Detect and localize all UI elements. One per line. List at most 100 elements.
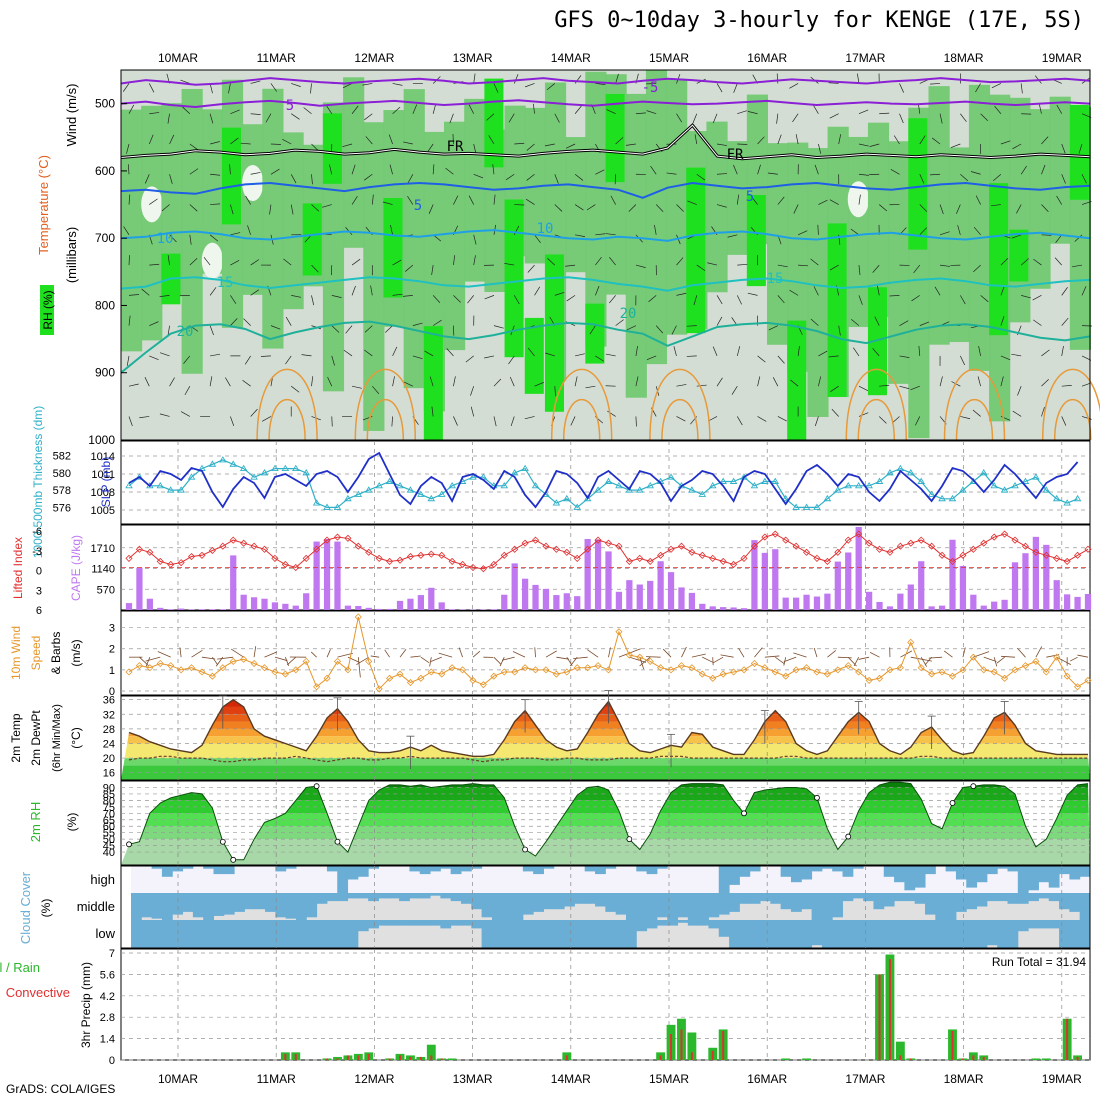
wind-speed-point: [406, 678, 415, 687]
upper-wind-barb: [1041, 234, 1052, 236]
wind-barb: [399, 649, 407, 658]
wind-barb: [410, 655, 421, 658]
precip-convective-bar: [1076, 1056, 1079, 1060]
upper-wind-barb: [692, 113, 698, 124]
upper-wind-barb: [247, 225, 251, 235]
upper-wind-barb: [605, 353, 616, 357]
cloud-cover-bar: [574, 920, 586, 948]
upper-wind-barb: [980, 113, 989, 121]
cloud-cover-bar: [357, 866, 369, 877]
wind-barb: [1070, 656, 1078, 662]
upper-wind-barb: [595, 83, 606, 85]
cape-bar: [125, 603, 133, 610]
upper-wind-barb: [167, 255, 170, 266]
upper-wind-barb: [776, 113, 779, 124]
cloud-cover-bar: [718, 920, 730, 937]
warm-contour: [268, 398, 306, 441]
upper-wind-barb: [957, 225, 961, 235]
upper-wind-barb: [230, 232, 241, 236]
precip-convective-bar: [951, 1030, 954, 1060]
upper-wind-barb: [798, 264, 809, 267]
wind-speed-point: [719, 670, 727, 678]
upper-wind-barb: [960, 295, 966, 305]
rh-tick: 60: [103, 821, 115, 833]
cloud-cover-bar: [399, 920, 410, 926]
upper-wind-barb: [1011, 353, 1022, 357]
li-point: [750, 542, 759, 550]
upper-wind-barb: [655, 204, 664, 212]
cloud-cover-bar: [295, 893, 307, 920]
cloud-cover-bar: [481, 920, 493, 948]
upper-wind-barb: [716, 204, 727, 208]
thickness-point: [719, 477, 727, 484]
cloud-cover-bar: [832, 893, 844, 918]
upper-wind-barb: [1056, 104, 1063, 114]
wind-barb: [264, 651, 278, 658]
upper-wind-barb: [737, 110, 747, 115]
upper-wind-barb: [473, 234, 477, 245]
precip-total-bar: [802, 1058, 811, 1060]
upper-wind-barb: [250, 289, 260, 296]
cloud-cover-bar: [172, 893, 184, 915]
upper-wind-barb: [939, 231, 950, 236]
upper-wind-barb: [493, 416, 497, 427]
upper-wind-barb: [716, 173, 728, 175]
thickness-point: [448, 481, 456, 489]
upper-wind-barb: [818, 143, 822, 154]
thickness-point: [375, 481, 383, 489]
cape-bar: [146, 598, 153, 610]
upper-wind-barb: [605, 233, 616, 236]
cape-tick: 570: [97, 584, 115, 596]
upper-wind-barb: [919, 174, 925, 184]
cloud-cover-bar: [605, 920, 617, 948]
precip-convective-bar: [659, 1055, 662, 1060]
wind-barb: [1017, 647, 1026, 658]
upper-wind-barb: [432, 295, 441, 303]
upper-wind-barb: [428, 204, 434, 214]
cloud-cover-bar: [316, 893, 328, 904]
upper-wind-barb: [184, 386, 191, 396]
cloud-cover-bar: [904, 893, 916, 902]
cloud-cover-bar: [254, 893, 266, 910]
upper-wind-barb: [975, 195, 981, 205]
rh-tick: 85: [103, 789, 115, 801]
cloud-cover-bar: [409, 893, 421, 899]
upper-wind-barb: [993, 174, 1002, 181]
upper-wind-barb: [1055, 234, 1063, 243]
wind-barb: [629, 656, 647, 663]
li-point: [802, 548, 811, 556]
cloud-cover-bar: [1059, 866, 1070, 875]
upper-wind-barb: [757, 164, 761, 175]
cloud-cover-bar: [1079, 893, 1091, 920]
li-point: [469, 563, 477, 572]
footer-credit: GrADS: COLA/IGES: [6, 1082, 116, 1096]
li-point: [250, 542, 258, 550]
upper-wind-barb: [493, 378, 502, 387]
cloud-cover-bar: [821, 893, 833, 920]
rh-high-patch: [322, 113, 342, 184]
cape-bar: [667, 572, 675, 610]
wind-barb: [646, 656, 661, 658]
cloud-cover-bar: [368, 866, 379, 869]
upper-wind-barb: [390, 224, 393, 235]
cloud-cover-bar: [584, 893, 596, 904]
precip-total-bar: [687, 1032, 697, 1060]
wind-barb: [793, 652, 807, 658]
cloud-cover-bar: [894, 920, 905, 948]
cape-bar: [740, 608, 748, 610]
precip-convective-bar: [909, 1058, 912, 1060]
wind-barb: [499, 657, 505, 667]
cloud-cover-bar: [729, 920, 740, 948]
upper-wind-barb: [534, 382, 544, 387]
warm-contour: [845, 368, 908, 441]
wind-barb: [691, 653, 706, 658]
cape-tick: 1140: [91, 564, 115, 576]
upper-wind-barb: [777, 196, 785, 205]
wind-speed-point: [438, 670, 446, 678]
upper-wind-barb: [209, 325, 214, 336]
wind-barb: [145, 657, 151, 668]
cloud-cover-bar: [460, 920, 472, 926]
cloud-cover-bar: [656, 893, 668, 918]
upper-wind-barb: [575, 353, 585, 357]
upper-wind-barb: [879, 384, 890, 387]
